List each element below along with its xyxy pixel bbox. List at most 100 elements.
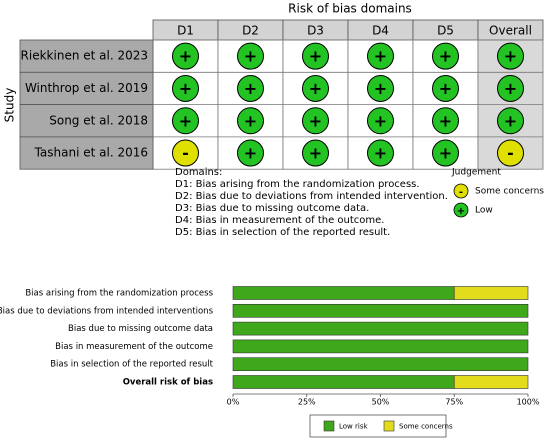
judgement-symbol: +: [309, 111, 322, 130]
judgement-symbol: +: [374, 47, 387, 66]
x-tick-label: 100%: [517, 398, 540, 407]
judgement-circle: [237, 42, 264, 70]
judgement-symbol: -: [182, 144, 189, 163]
judgement-circle: [497, 74, 524, 102]
judgement-circle: [172, 42, 199, 70]
x-tick-label: 25%: [298, 398, 316, 407]
judgement-symbol: +: [374, 79, 387, 98]
judgement-circle: [497, 42, 524, 70]
study-label: Winthrop et al. 2019: [25, 81, 148, 95]
judgement-circle: [237, 74, 264, 102]
judgement-circle: [172, 107, 199, 135]
judgement-symbol: +: [439, 144, 452, 163]
study-cell: [19, 71, 154, 106]
judgement-circle: [237, 139, 264, 167]
y-tick-label: Overall risk of bias: [123, 378, 213, 388]
legend-circle: [453, 183, 469, 199]
judgement-symbol: +: [179, 47, 192, 66]
legend-label: Low risk: [339, 423, 368, 431]
judgement-symbol: +: [179, 111, 192, 130]
judgement-circle: [367, 42, 394, 70]
x-tick-label: 0%: [227, 398, 240, 407]
domain-definition: D4: Bias in measurement of the outcome.: [175, 215, 384, 226]
study-label: Song et al. 2018: [49, 113, 148, 127]
legend-label: Some concerns: [399, 423, 453, 431]
bar-segment: [232, 303, 529, 318]
legend-label: Low: [475, 206, 493, 216]
legend-symbol: +: [457, 206, 465, 217]
study-label: Tashani et al. 2016: [34, 146, 148, 160]
judgement-circle: [432, 107, 459, 135]
judgement-symbol: +: [504, 111, 517, 130]
legend-box: [309, 414, 447, 438]
domain-definition: D3: Bias due to missing outcome data.: [175, 203, 369, 214]
column-header: Overall: [489, 24, 532, 38]
judgement-circle: [432, 74, 459, 102]
judgement-circle: [302, 139, 329, 167]
column-header: D2: [242, 24, 259, 38]
y-tick-label: Bias due to missing outcome data: [68, 324, 213, 334]
judgement-circle: [497, 107, 524, 135]
domain-definition: D2: Bias due to deviations from intended…: [175, 191, 448, 202]
column-header: D1: [177, 24, 194, 38]
judgement-circle: [497, 139, 524, 167]
study-cell: [19, 136, 154, 170]
judgement-symbol: +: [244, 144, 257, 163]
judgement-symbol: +: [374, 144, 387, 163]
judgement-legend-title: Judgement: [451, 168, 501, 178]
judgement-symbol: +: [309, 144, 322, 163]
bar-segment: [232, 339, 529, 354]
judgement-symbol: +: [244, 79, 257, 98]
column-header: D5: [437, 24, 454, 38]
domain-definition: D5: Bias in selection of the reported re…: [175, 227, 390, 238]
traffic-title: Risk of bias domains: [288, 2, 412, 16]
judgement-circle: [237, 107, 264, 135]
judgement-symbol: +: [244, 111, 257, 130]
judgement-symbol: +: [374, 111, 387, 130]
bar-segment: [232, 357, 529, 372]
judgement-circle: [432, 139, 459, 167]
bar-segment: [232, 375, 455, 389]
judgement-symbol: +: [439, 79, 452, 98]
legend-circle: [453, 202, 469, 218]
y-tick-label: Bias in measurement of the outcome: [55, 342, 213, 352]
x-tick-label: 75%: [445, 398, 463, 407]
y-tick-label: Bias in selection of the reported result: [50, 360, 213, 370]
judgement-circle: [367, 74, 394, 102]
legend-label: Some concerns: [475, 187, 544, 197]
judgement-circle: [367, 139, 394, 167]
judgement-symbol: +: [439, 47, 452, 66]
judgement-circle: [172, 139, 199, 167]
judgement-symbol: +: [179, 79, 192, 98]
domains-heading: Domains:: [175, 167, 222, 178]
bar-segment: [453, 286, 529, 300]
row-axis-label: Study: [3, 88, 17, 123]
bar-segment: [453, 375, 529, 389]
column-header: D3: [307, 24, 324, 38]
domain-definition: D1: Bias arising from the randomization …: [175, 179, 420, 190]
judgement-symbol: +: [504, 79, 517, 98]
judgement-symbol: +: [439, 111, 452, 130]
judgement-symbol: +: [309, 47, 322, 66]
column-header: D4: [372, 24, 389, 38]
judgement-circle: [302, 42, 329, 70]
judgement-symbol: +: [504, 47, 517, 66]
bar-segment: [232, 321, 529, 336]
y-tick-label: Bias arising from the randomization proc…: [25, 289, 213, 299]
judgement-symbol: -: [507, 144, 514, 163]
judgement-symbol: +: [244, 47, 257, 66]
study-label: Riekkinen et al. 2023: [21, 49, 148, 63]
judgement-circle: [432, 42, 459, 70]
judgement-circle: [172, 74, 199, 102]
y-tick-label: Bias due to deviations from intended int…: [0, 306, 214, 316]
x-tick-label: 50%: [372, 398, 390, 407]
judgement-circle: [302, 74, 329, 102]
legend-symbol: -: [459, 187, 463, 198]
study-cell: [19, 39, 154, 73]
legend-swatch: [323, 420, 335, 432]
judgement-symbol: +: [309, 79, 322, 98]
legend-swatch: [383, 420, 395, 432]
judgement-circle: [302, 107, 329, 135]
judgement-circle: [367, 107, 394, 135]
